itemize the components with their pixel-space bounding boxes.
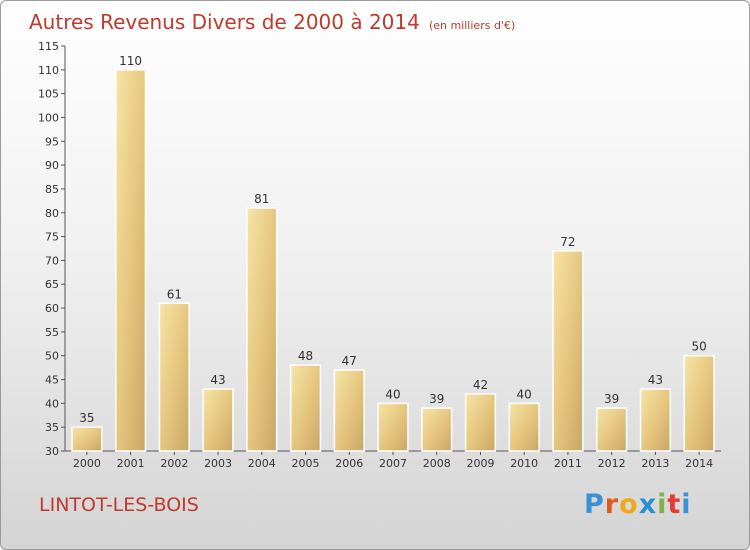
bar-2012	[596, 407, 628, 452]
bar-2006	[333, 369, 365, 452]
axes: 30 35 40 45 50 55 60 65 70 75 80 85 90 95 100 105 110 115…	[38, 40, 721, 470]
y-tick-label: 50	[45, 350, 59, 363]
x-tick-label: 2013	[641, 457, 669, 470]
bar-2000	[71, 426, 103, 452]
bar-2002	[158, 302, 190, 452]
y-tick-label: 100	[38, 111, 59, 124]
x-tick-label: 2003	[204, 457, 232, 470]
bar-2003	[202, 388, 234, 452]
logo-letter: P	[584, 489, 605, 520]
y-tick-label: 75	[45, 231, 59, 244]
bars	[71, 69, 715, 452]
x-tick-label: 2007	[379, 457, 407, 470]
bar-2014	[683, 354, 715, 452]
logo-letter: i	[657, 489, 668, 520]
y-tick-label: 80	[45, 207, 59, 220]
value-label-2011: 72	[560, 235, 575, 249]
bar-2009	[464, 393, 497, 452]
x-tick-label: 2008	[423, 457, 451, 470]
commune-name: LINTOT-LES-BOIS	[39, 494, 199, 516]
logo-letter: x	[638, 489, 658, 520]
y-tick-label: 105	[38, 88, 59, 101]
chart-title-unit: (en milliers d'€)	[428, 19, 516, 32]
x-tick-label: 2004	[248, 457, 276, 470]
value-label-2008: 39	[429, 392, 444, 406]
x-tick-label: 2006	[335, 457, 363, 470]
y-tick-label: 65	[45, 278, 59, 291]
y-tick-label: 85	[45, 183, 59, 196]
value-label-2002: 61	[167, 287, 182, 301]
logo-letter: o	[619, 489, 639, 520]
value-label-2010: 40	[517, 387, 532, 401]
value-label-2006: 47	[342, 354, 357, 368]
x-tick-label: 2010	[510, 457, 538, 470]
bar-2010	[508, 402, 540, 452]
x-tick-label: 2011	[554, 457, 582, 470]
value-label-2013: 43	[648, 373, 663, 387]
x-tick-label: 2001	[117, 457, 145, 470]
logo-letter: t	[667, 489, 682, 520]
y-tick-label: 70	[45, 254, 59, 267]
x-tick-label: 2014	[685, 457, 713, 470]
y-tick-label: 110	[38, 64, 59, 77]
bar-2008	[421, 407, 453, 452]
y-tick-label: 90	[45, 159, 59, 172]
value-label-2012: 39	[604, 392, 619, 406]
y-tick-label: 30	[45, 445, 59, 458]
y-tick-label: 40	[45, 397, 59, 410]
x-tick-label: 2002	[160, 457, 188, 470]
value-label-2003: 43	[210, 373, 225, 387]
y-tick-label: 55	[45, 326, 59, 339]
chart-title-main: Autres Revenus Divers de 2000 à 2014	[29, 10, 420, 34]
value-label-2005: 48	[298, 349, 313, 363]
value-label-2001: 110	[119, 54, 142, 68]
value-label-2014: 50	[691, 340, 706, 354]
value-label-2007: 40	[385, 387, 400, 401]
x-tick-label: 2000	[73, 457, 101, 470]
bar-2001	[114, 69, 147, 452]
y-tick-label: 35	[45, 421, 59, 434]
x-tick-label: 2012	[598, 457, 626, 470]
value-labels: 35 110 61 43 81 48 47 40 39 42 40 72 39 43 50	[79, 54, 707, 425]
logo-letter: r	[604, 489, 620, 520]
chart-title: Autres Revenus Divers de 2000 à 2014 (en…	[29, 10, 515, 34]
y-tick-label: 60	[45, 302, 59, 315]
logo-letter: i	[681, 489, 692, 520]
x-tick-label: 2009	[466, 457, 494, 470]
bar-2005	[289, 364, 322, 452]
x-tick-label: 2005	[292, 457, 320, 470]
value-label-2009: 42	[473, 378, 488, 392]
y-tick-label: 95	[45, 135, 59, 148]
y-tick-label: 115	[38, 40, 59, 53]
value-label-2000: 35	[79, 411, 94, 425]
bar-2013	[639, 388, 672, 452]
bar-2011	[552, 250, 584, 452]
bar-2007	[377, 402, 409, 452]
proxiti-logo: Proxiti	[584, 489, 692, 520]
bar-2004	[246, 207, 278, 452]
value-label-2004: 81	[254, 192, 269, 206]
y-tick-label: 45	[45, 374, 59, 387]
